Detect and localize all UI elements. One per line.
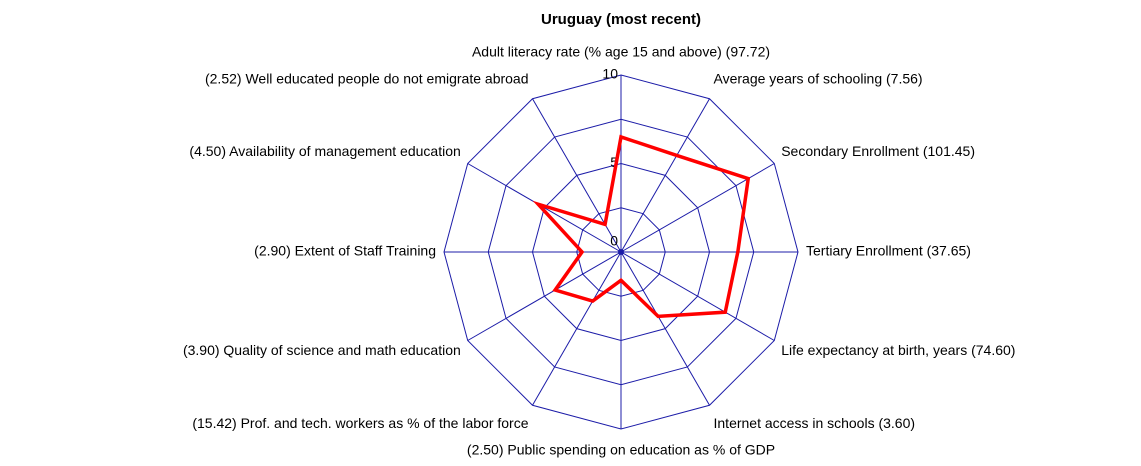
spoke [620,163,775,253]
spoke [620,251,710,406]
spoke [467,251,622,341]
r-tick-label: 5 [610,154,618,170]
axis-label: (4.50) Availability of management educat… [189,143,460,159]
spoke [620,251,775,341]
r-tick-label: 0 [610,233,618,249]
axis-label: Tertiary Enrollment (37.65) [806,243,971,259]
axis-label: Average years of schooling (7.56) [714,70,923,86]
axis-label: Secondary Enrollment (101.45) [781,143,975,159]
axis-label: (3.90) Quality of science and math educa… [183,342,461,358]
axis-label: (15.42) Prof. and tech. workers as % of … [192,415,528,431]
spoke [532,98,622,253]
axis-label: Life expectancy at birth, years (74.60) [781,342,1015,358]
axis-label: (2.50) Public spending on education as %… [467,442,775,458]
center-dot [618,249,624,255]
spoke [532,251,622,406]
axis-label: Adult literacy rate (% age 15 and above)… [472,44,770,60]
axis-label: (2.90) Extent of Staff Training [254,243,436,259]
axis-label: Internet access in schools (3.60) [714,415,916,431]
axis-label: (2.52) Well educated people do not emigr… [205,70,529,86]
chart-title: Uruguay (most recent) [541,11,701,28]
r-tick-label: 10 [602,66,618,82]
spoke [620,98,710,253]
data-polygon [532,134,751,319]
